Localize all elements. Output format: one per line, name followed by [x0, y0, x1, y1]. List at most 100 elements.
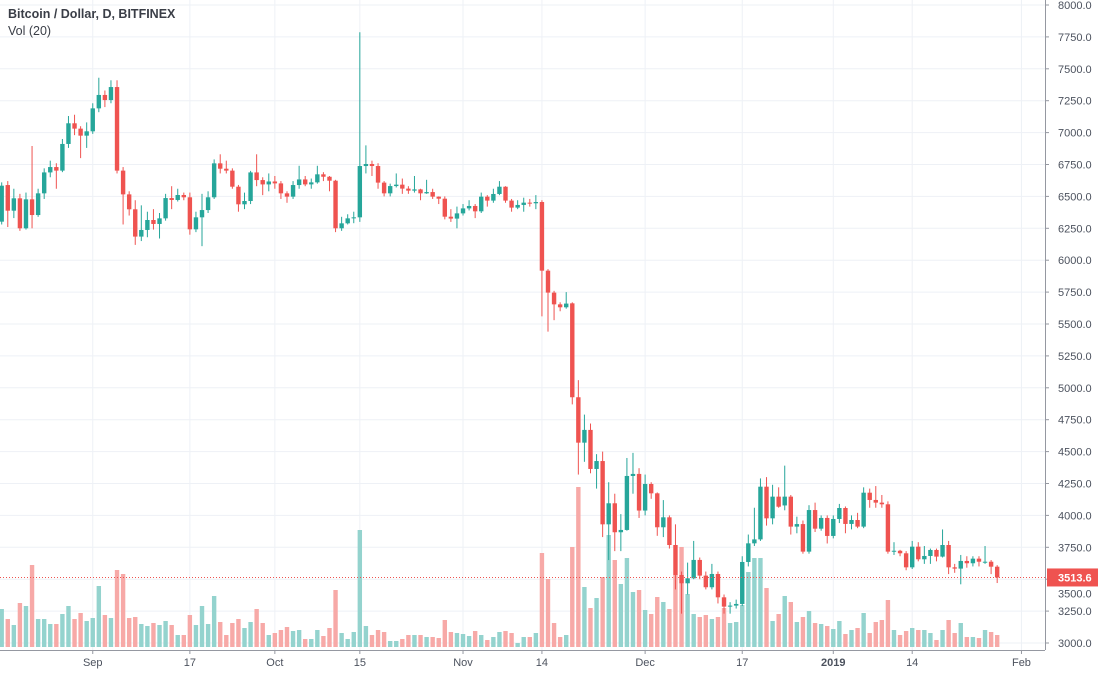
candle-body	[193, 217, 199, 230]
candle	[709, 563, 715, 590]
candle	[970, 556, 976, 567]
candle	[248, 170, 253, 205]
volume-bar	[497, 632, 502, 647]
volume-bar	[126, 618, 132, 647]
candle-body	[570, 303, 575, 398]
y-tick-label: 4750.0	[1058, 415, 1092, 427]
candle-body	[394, 184, 399, 187]
volume-bar	[266, 635, 271, 647]
volume-bar	[351, 632, 356, 647]
y-tick-label: 3250.0	[1058, 606, 1092, 618]
candle	[624, 457, 630, 531]
volume-bar	[387, 641, 393, 647]
volume-bar	[867, 633, 872, 647]
candle-body	[175, 194, 180, 200]
candle	[418, 188, 423, 201]
candle-body	[843, 507, 848, 524]
volume-bar	[466, 636, 472, 647]
candle	[120, 167, 126, 225]
volume-bar	[169, 625, 174, 647]
candle	[327, 175, 332, 192]
candle	[588, 423, 593, 474]
volume-bar	[576, 487, 581, 647]
candle-body	[84, 131, 89, 136]
volume-bar	[278, 630, 284, 647]
candle-body	[648, 484, 654, 494]
candle	[910, 540, 915, 569]
candle	[685, 562, 690, 595]
candle	[35, 188, 41, 217]
candle-body	[11, 198, 17, 211]
volume-bar	[818, 624, 824, 647]
candle-body	[290, 185, 296, 197]
candle-body	[90, 108, 95, 132]
volume-bar	[472, 631, 478, 647]
candle	[102, 90, 108, 108]
y-tick-label: 7750.0	[1058, 32, 1092, 44]
candle-body	[248, 172, 253, 201]
volume-bar	[218, 622, 223, 647]
volume-bar	[454, 633, 460, 647]
candle	[661, 500, 666, 538]
candle	[114, 80, 120, 174]
candle	[551, 290, 557, 321]
candle	[964, 556, 970, 568]
candle-body	[818, 517, 824, 529]
candle-body	[218, 163, 223, 169]
y-tick-label: 5750.0	[1058, 287, 1092, 299]
candle	[952, 563, 957, 573]
volume-bar	[776, 614, 781, 647]
volume-bar	[369, 635, 375, 647]
candle-body	[946, 545, 951, 568]
volume-bar	[345, 639, 350, 647]
candle-body	[120, 170, 126, 195]
candle-body	[667, 517, 672, 546]
volume-bar	[843, 634, 848, 647]
y-tick-label: 7500.0	[1058, 64, 1092, 76]
volume-bar	[23, 606, 29, 647]
candle-body	[254, 172, 259, 181]
volume-bar	[114, 570, 120, 647]
candle-body	[557, 304, 563, 308]
candle	[976, 556, 982, 567]
candle	[442, 196, 448, 220]
volume-bar	[284, 627, 290, 647]
volume-bar	[849, 630, 854, 647]
volume-bar	[661, 602, 666, 647]
candle	[90, 103, 95, 134]
volume-bar	[655, 597, 660, 647]
candle	[491, 188, 496, 203]
grid	[0, 0, 1045, 650]
volume-bar	[837, 621, 842, 647]
candle	[800, 520, 806, 554]
candle	[315, 165, 320, 184]
candle-body	[891, 550, 897, 552]
candle	[205, 191, 211, 213]
volume-bar	[84, 621, 89, 647]
volume-bar	[412, 635, 417, 647]
x-tick-label: Oct	[266, 657, 283, 669]
volume-bar	[175, 635, 180, 647]
y-tick-label: 8000.0	[1058, 0, 1092, 12]
volume-bar	[193, 625, 199, 647]
candle	[630, 452, 636, 494]
candle-body	[369, 163, 375, 167]
y-tick-label: 4250.0	[1058, 479, 1092, 491]
candle-body	[436, 196, 441, 199]
volume-bar	[928, 633, 933, 647]
candle	[54, 163, 59, 189]
candle-body	[181, 194, 186, 198]
volume-bar	[527, 637, 532, 647]
candle-body	[897, 550, 903, 554]
candle	[236, 184, 241, 212]
candle	[527, 198, 532, 207]
volume-bar	[976, 638, 982, 647]
candle-body	[964, 560, 970, 564]
volume-bar	[460, 634, 466, 647]
candle-body	[479, 196, 484, 212]
candle-body	[770, 496, 775, 519]
candle	[855, 512, 860, 529]
candle-body	[588, 429, 593, 469]
